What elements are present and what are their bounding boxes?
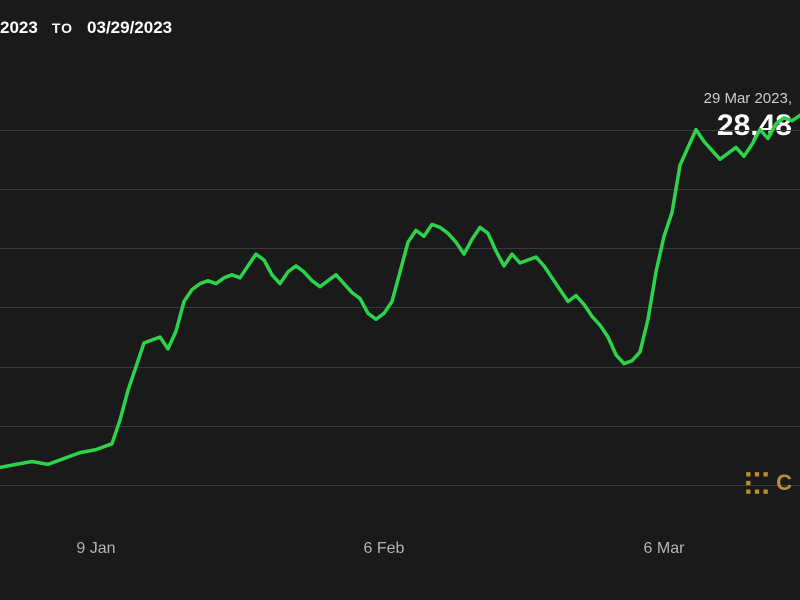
x-axis-tick: 9 Jan (76, 540, 115, 558)
to-date: 03/29/2023 (87, 18, 172, 38)
x-axis-tick: 6 Feb (364, 540, 405, 558)
x-axis: 9 Jan 6 Feb 6 Mar (0, 540, 800, 570)
from-date: 2023 (0, 18, 38, 38)
coindesk-icon (744, 470, 770, 496)
date-range-header: 2023 TO 03/29/2023 (0, 18, 172, 38)
x-axis-tick: 6 Mar (644, 540, 685, 558)
watermark: C (744, 470, 792, 496)
price-line-chart (0, 100, 800, 500)
to-label: TO (52, 20, 73, 36)
watermark-text: C (776, 470, 792, 496)
chart-area[interactable] (0, 100, 800, 500)
